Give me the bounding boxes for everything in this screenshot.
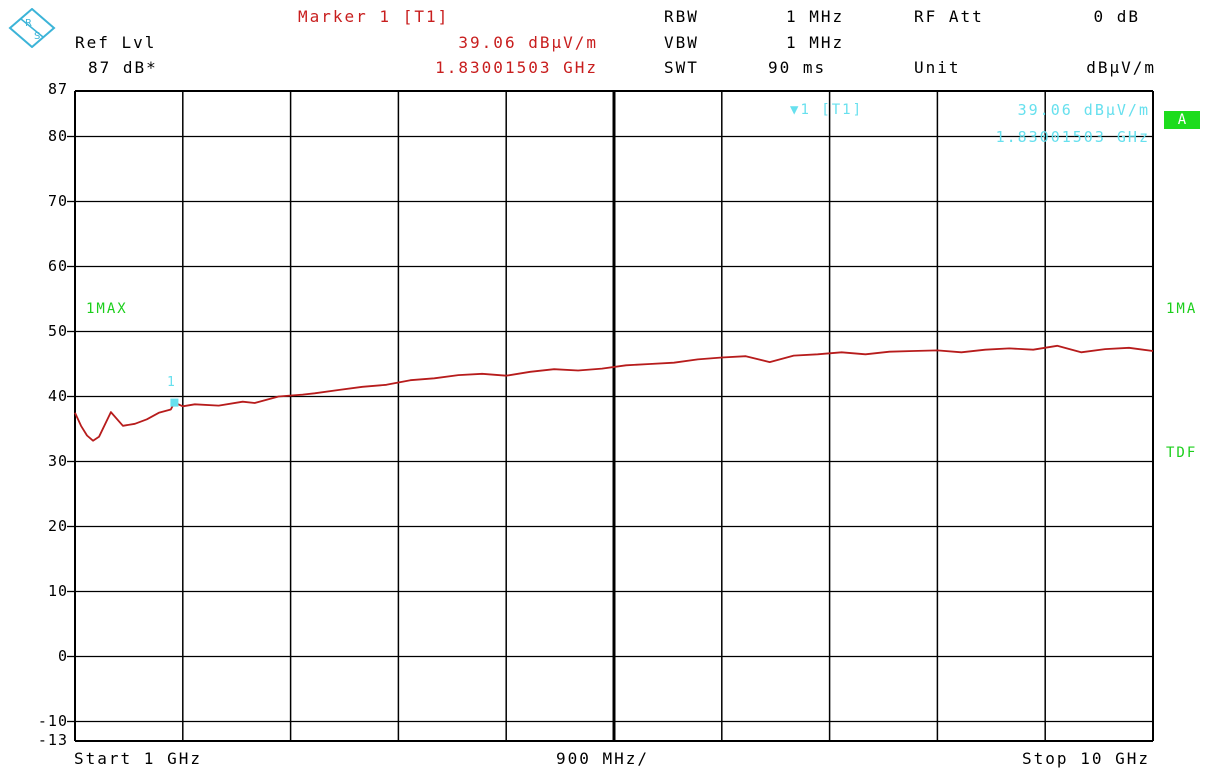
y-tick-label: 50 bbox=[47, 321, 68, 340]
y-tick-label: 60 bbox=[47, 256, 68, 275]
marker-box-label: ▼1 [T1] bbox=[790, 101, 863, 119]
svg-text:S: S bbox=[34, 31, 40, 42]
marker-point bbox=[170, 398, 179, 407]
swt-value: 90 ms bbox=[768, 58, 827, 77]
vbw-label: VBW bbox=[664, 33, 699, 52]
marker-group bbox=[170, 398, 179, 407]
unit-value: dBµV/m bbox=[1086, 58, 1156, 77]
start-frequency: Start 1 GHz bbox=[74, 749, 202, 768]
marker-box-id: 1 [T1] bbox=[800, 102, 864, 118]
rs-logo: R S bbox=[8, 7, 64, 49]
y-tick-label: 10 bbox=[47, 581, 68, 600]
marker-title: Marker 1 [T1] bbox=[298, 7, 450, 26]
y-tick-label: 40 bbox=[47, 386, 68, 405]
y-tick-label: 80 bbox=[47, 126, 68, 145]
swt-label: SWT bbox=[664, 58, 699, 77]
trace-mode-left: 1MAX bbox=[86, 301, 128, 317]
y-tick-label: 87 bbox=[47, 80, 68, 98]
trace-line bbox=[74, 344, 1154, 442]
grid bbox=[67, 90, 1154, 742]
vbw-value: 1 MHz bbox=[786, 33, 845, 52]
trace-group bbox=[74, 344, 1154, 442]
y-tick-label: -10 bbox=[37, 711, 68, 730]
marker-level: 39.06 dBµV/m bbox=[458, 33, 598, 52]
ref-level-label: Ref Lvl bbox=[75, 33, 157, 52]
svg-text:R: R bbox=[25, 18, 32, 29]
rbw-label: RBW bbox=[664, 7, 699, 26]
unit-label: Unit bbox=[914, 58, 961, 77]
stop-frequency: Stop 10 GHz bbox=[1022, 749, 1150, 768]
rf-att-value: 0 dB bbox=[1093, 7, 1140, 26]
y-tick-label: 30 bbox=[47, 451, 68, 470]
ref-level-value: 87 dB* bbox=[88, 58, 158, 77]
y-tick-label: 70 bbox=[47, 191, 68, 210]
marker-triangle-icon: ▼ bbox=[790, 102, 801, 118]
y-tick-label: 20 bbox=[47, 516, 68, 535]
y-tick-label: -13 bbox=[37, 731, 68, 749]
y-tick-label: 0 bbox=[57, 646, 68, 665]
trace-a-badge: A bbox=[1164, 111, 1200, 129]
marker-box-level: 39.06 dBµV/m bbox=[1017, 101, 1150, 119]
marker-frequency: 1.83001503 GHz bbox=[435, 58, 598, 77]
trace-mode-right: 1MA bbox=[1166, 301, 1198, 317]
rbw-value: 1 MHz bbox=[786, 7, 845, 26]
span-per-div: 900 MHz/ bbox=[556, 749, 650, 768]
marker-box-frequency: 1.83001503 GHz bbox=[995, 128, 1150, 146]
rf-att-label: RF Att bbox=[914, 7, 984, 26]
tdf-label: TDF bbox=[1166, 445, 1198, 461]
marker-point-label: 1 bbox=[167, 375, 177, 390]
